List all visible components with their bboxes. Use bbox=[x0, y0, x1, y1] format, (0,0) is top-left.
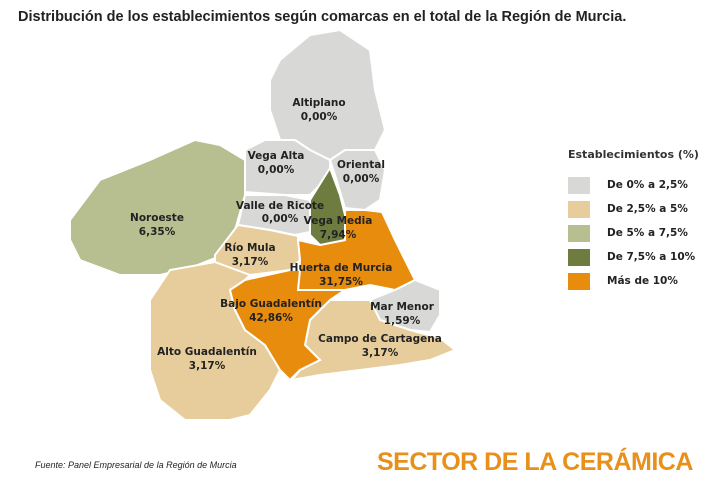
label-campo-cartagena-value: 3,17% bbox=[362, 347, 399, 359]
legend-item: De 5% a 7,5% bbox=[568, 221, 699, 245]
legend-label: Más de 10% bbox=[607, 275, 678, 287]
label-mar-menor-value: 1,59% bbox=[384, 315, 421, 327]
legend-item: Más de 10% bbox=[568, 269, 699, 293]
label-vega-alta-value: 0,00% bbox=[258, 164, 295, 176]
legend-label: De 2,5% a 5% bbox=[607, 203, 688, 215]
label-huerta-murcia-name: Huerta de Murcia bbox=[290, 262, 393, 274]
legend-swatch bbox=[568, 176, 590, 194]
region-vega-media[interactable] bbox=[309, 165, 346, 247]
legend-item: De 7,5% a 10% bbox=[568, 245, 699, 269]
label-altiplano-name: Altiplano bbox=[292, 97, 345, 109]
label-bajo-guadalentin-value: 42,86% bbox=[249, 312, 293, 324]
label-noroeste-value: 6,35% bbox=[139, 226, 176, 238]
label-rio-mula-value: 3,17% bbox=[232, 256, 269, 268]
label-vega-media-value: 7,94% bbox=[320, 229, 357, 241]
label-alto-guadalentin-name: Alto Guadalentín bbox=[157, 346, 257, 358]
sector-title: SECTOR DE LA CERÁMICA bbox=[377, 448, 693, 476]
label-huerta-murcia-value: 31,75% bbox=[319, 276, 363, 288]
label-rio-mula-name: Río Mula bbox=[224, 242, 275, 254]
label-vega-alta-name: Vega Alta bbox=[248, 150, 305, 162]
legend-title: Establecimientos (%) bbox=[568, 148, 699, 161]
legend-swatch bbox=[568, 248, 590, 266]
region-bajo-guadalentin[interactable] bbox=[228, 269, 349, 382]
label-alto-guadalentin-value: 3,17% bbox=[189, 360, 226, 372]
legend-label: De 5% a 7,5% bbox=[607, 227, 688, 239]
legend: Establecimientos (%) De 0% a 2,5% De 2,5… bbox=[568, 148, 699, 293]
region-oriental[interactable] bbox=[328, 149, 387, 212]
label-oriental-name: Oriental bbox=[337, 159, 385, 171]
label-bajo-guadalentin-name: Bajo Guadalentín bbox=[220, 298, 322, 310]
label-valle-ricote-name: Valle de Ricote bbox=[236, 200, 324, 212]
legend-item: De 2,5% a 5% bbox=[568, 197, 699, 221]
map-title: Distribución de los establecimientos seg… bbox=[18, 9, 627, 25]
label-oriental-value: 0,00% bbox=[343, 173, 380, 185]
label-noroeste-name: Noroeste bbox=[130, 212, 184, 224]
label-campo-cartagena-name: Campo de Cartagena bbox=[318, 333, 442, 345]
legend-label: De 7,5% a 10% bbox=[607, 251, 696, 263]
legend-swatch bbox=[568, 272, 590, 290]
legend-item: De 0% a 2,5% bbox=[568, 173, 699, 197]
label-altiplano-value: 0,00% bbox=[301, 111, 338, 123]
legend-swatch bbox=[568, 200, 590, 218]
legend-swatch bbox=[568, 224, 590, 242]
source-note: Fuente: Panel Empresarial de la Región d… bbox=[35, 460, 237, 470]
label-vega-media-name: Vega Media bbox=[304, 215, 373, 227]
label-mar-menor-name: Mar Menor bbox=[370, 301, 435, 313]
legend-label: De 0% a 2,5% bbox=[607, 179, 688, 191]
label-valle-ricote-value: 0,00% bbox=[262, 213, 299, 225]
